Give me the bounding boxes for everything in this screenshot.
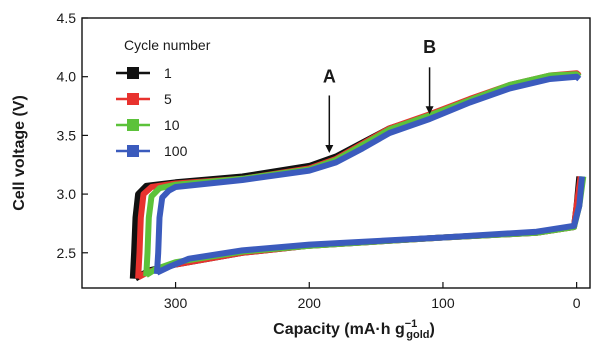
annotation-A-label: A — [323, 67, 336, 87]
y-axis-label: Cell voltage (V) — [11, 95, 28, 211]
series-100 — [153, 73, 585, 276]
annotations-layer: AB — [323, 37, 436, 153]
legend: Cycle number 1 5 10 100 — [116, 37, 211, 159]
legend-marker-10 — [127, 119, 139, 131]
legend-title: Cycle number — [124, 37, 211, 53]
axis-ticks: 300 200 100 0 2.5 3.0 3.5 4.0 4.5 — [57, 10, 581, 311]
x-tick-label: 100 — [431, 295, 455, 311]
x-tick-label: 300 — [164, 295, 188, 311]
legend-label-5: 5 — [164, 91, 172, 107]
x-tick-label: 0 — [573, 295, 581, 311]
y-tick-label: 3.0 — [57, 186, 77, 202]
legend-marker-1 — [127, 67, 139, 79]
legend-label-100: 100 — [164, 143, 188, 159]
legend-label-10: 10 — [164, 117, 180, 133]
series-100-discharge-line — [155, 176, 585, 276]
x-axis-label: Capacity (mA·h g−1 gold) — [273, 318, 435, 341]
annotation-A-arrow-head — [325, 145, 334, 153]
x-tick-label: 200 — [298, 295, 322, 311]
annotation-B-arrow-head — [425, 106, 434, 115]
y-tick-label: 2.5 — [57, 245, 77, 261]
y-tick-label: 3.5 — [57, 127, 77, 143]
series-100-charge-line — [153, 73, 582, 275]
x-axis-label-main: Capacity (mA·h g — [273, 321, 405, 338]
legend-item-1: 1 — [116, 65, 172, 81]
annotation-A: A — [323, 67, 336, 153]
x-axis-label-close: ) — [430, 321, 435, 338]
x-axis-label-subscript: gold — [406, 329, 429, 341]
y-tick-label: 4.0 — [57, 69, 77, 85]
legend-marker-100 — [127, 145, 139, 157]
legend-label-1: 1 — [164, 65, 172, 81]
series-layer — [129, 70, 587, 282]
annotation-B-label: B — [423, 37, 436, 57]
legend-item-100: 100 — [116, 143, 188, 159]
legend-item-5: 5 — [116, 91, 172, 107]
legend-marker-5 — [127, 93, 139, 105]
annotation-B: B — [423, 37, 436, 115]
legend-item-10: 10 — [116, 117, 180, 133]
y-tick-label: 4.5 — [57, 10, 77, 26]
x-axis-label-superscript: −1 — [405, 318, 418, 330]
